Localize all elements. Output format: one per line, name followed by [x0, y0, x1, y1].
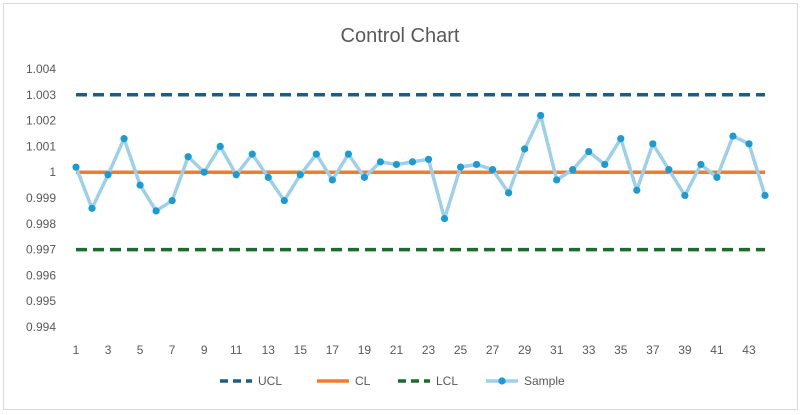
sample-point [136, 181, 144, 189]
sample-point [264, 173, 272, 181]
x-tick-label: 3 [105, 343, 112, 357]
chart-title: Control Chart [341, 25, 460, 47]
sample-point [713, 173, 721, 181]
x-tick-label: 11 [230, 343, 243, 357]
sample-point [521, 145, 529, 153]
sample-point [681, 191, 689, 200]
sample-point [184, 153, 192, 161]
sample-point [200, 168, 208, 176]
x-tick-label: 13 [262, 343, 276, 357]
sample-point [761, 191, 769, 200]
sample-point [72, 163, 80, 171]
sample-point [104, 171, 112, 179]
x-tick-label: 9 [201, 343, 208, 357]
y-tick-label: 0.997 [26, 243, 56, 257]
legend-label-cl: CL [355, 374, 371, 388]
sample-point [360, 173, 369, 181]
sample-point [569, 166, 577, 174]
y-tick-label: 0.995 [26, 294, 56, 308]
sample-point [280, 196, 288, 205]
chart-frame [3, 3, 798, 410]
sample-point [537, 111, 545, 120]
sample-point [232, 171, 240, 179]
x-axis: 1 3 5 7 9 11 13 15 17 19 21 23 25 27 29 31 33 35 37 39 41 43 [73, 343, 756, 357]
x-tick-label: 23 [422, 343, 436, 357]
x-tick-label: 17 [326, 343, 340, 357]
sample-point [88, 204, 96, 212]
series-sample-line [74, 113, 767, 221]
y-axis: 1.004 1.003 1.002 1.001 1 0.999 0.998 0.997 0.99… [26, 62, 56, 334]
sample-point [152, 207, 160, 215]
sample-point [440, 215, 449, 223]
x-tick-label: 29 [518, 343, 532, 357]
sample-point [553, 176, 561, 184]
legend-label-ucl: UCL [258, 374, 282, 388]
sample-point [617, 135, 625, 143]
y-tick-label: 1.002 [26, 114, 56, 128]
x-tick-label: 15 [294, 343, 308, 357]
legend-label-lcl: LCL [436, 374, 458, 388]
x-tick-label: 19 [358, 343, 372, 357]
sample-point [312, 150, 320, 158]
legend: UCL CL LCL Sample [220, 374, 565, 388]
x-tick-label: 27 [486, 343, 500, 357]
sample-point [649, 140, 657, 148]
sample-point [120, 135, 128, 143]
y-tick-label: 1.001 [26, 139, 56, 153]
y-tick-label: 1 [49, 165, 56, 179]
x-tick-label: 25 [454, 343, 468, 357]
x-tick-label: 33 [582, 343, 596, 357]
x-tick-label: 39 [678, 343, 692, 357]
x-tick-label: 5 [137, 343, 144, 357]
sample-point [408, 158, 417, 166]
x-tick-label: 7 [169, 343, 176, 357]
legend-marker-sample [498, 377, 506, 385]
x-tick-label: 37 [646, 343, 660, 357]
x-tick-label: 41 [710, 343, 724, 357]
sample-point [392, 160, 401, 169]
sample-point [745, 140, 753, 148]
sample-point [168, 196, 176, 205]
sample-point [296, 171, 304, 179]
x-tick-label: 21 [390, 343, 404, 357]
sample-point [456, 163, 465, 171]
y-tick-label: 0.996 [26, 268, 56, 282]
x-tick-label: 35 [614, 343, 628, 357]
sample-point [633, 186, 641, 194]
sample-point [248, 150, 256, 158]
sample-point [344, 150, 352, 158]
sample-point [601, 160, 609, 169]
sample-point [489, 166, 497, 174]
sample-point [729, 132, 737, 140]
sample-point [376, 158, 385, 166]
x-tick-label: 1 [73, 343, 80, 357]
plot-area [72, 93, 769, 252]
sample-point [585, 147, 593, 156]
sample-point [216, 142, 224, 150]
y-tick-label: 0.994 [26, 320, 56, 334]
sample-point [665, 166, 673, 174]
sample-point [328, 176, 336, 184]
legend-label-sample: Sample [524, 374, 565, 388]
y-tick-label: 1.003 [26, 88, 56, 102]
x-tick-label: 43 [742, 343, 756, 357]
sample-point [472, 160, 481, 169]
y-tick-label: 0.999 [26, 191, 56, 205]
sample-point [424, 155, 433, 163]
y-tick-label: 0.998 [26, 217, 56, 231]
x-tick-label: 31 [550, 343, 564, 357]
sample-point [697, 160, 705, 169]
y-tick-label: 1.004 [26, 62, 56, 76]
sample-point [505, 189, 513, 197]
